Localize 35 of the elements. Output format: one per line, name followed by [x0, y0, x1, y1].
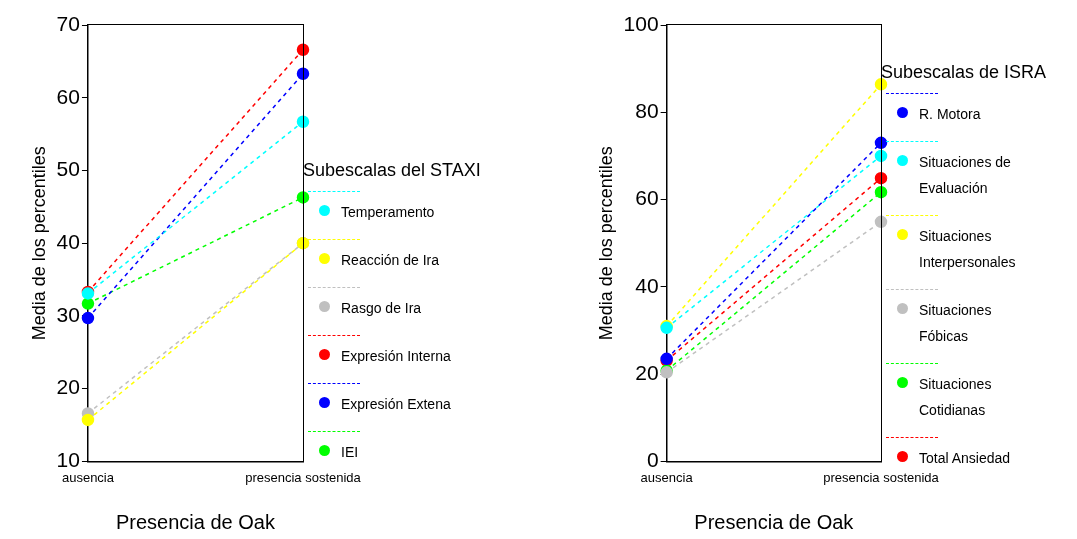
x-axis-title: Presencia de Oak — [115, 510, 276, 533]
y-tick-label: 70 — [56, 11, 80, 35]
x-tick-label: presencia sostenida — [823, 469, 940, 485]
y-tick-label: 60 — [635, 186, 659, 210]
legend-label: IEI — [341, 444, 359, 460]
y-axis-title: Media de los percentiles — [28, 146, 49, 341]
legend-title: Subescalas de ISRA — [881, 62, 1047, 83]
legend-label: Situaciones Cotidianas — [919, 376, 992, 418]
y-tick-label: 20 — [56, 375, 80, 399]
x-tick-label: presencia sostenida — [245, 469, 362, 485]
y-tick-label: 50 — [56, 157, 80, 181]
y-tick-label: 60 — [56, 84, 80, 108]
y-tick-label: 100 — [623, 11, 659, 35]
y-tick-label: 40 — [56, 230, 80, 253]
legend-label: Expresión Interna — [341, 348, 451, 364]
legend-label: Expresión Extena — [341, 396, 451, 412]
legend-label: Reacción de Ira — [341, 252, 440, 268]
legend-label: R. Motora — [919, 106, 981, 122]
y-tick-label: 10 — [56, 448, 80, 472]
x-axis-title: Presencia de Oak — [694, 510, 855, 533]
x-tick-label: ausencia — [61, 469, 115, 485]
y-tick-label: 20 — [635, 360, 659, 384]
legend-label: Situaciones Fóbicas — [919, 302, 992, 344]
x-tick-label: ausencia — [640, 469, 694, 485]
legend-label: Total Ansiedad — [919, 450, 1011, 466]
legend-label: Rasgo de Ira — [341, 300, 422, 316]
legend-label: Temperamento — [341, 204, 435, 220]
legend-title: Subescalas del STAXI — [303, 160, 482, 181]
y-tick-label: 0 — [646, 448, 659, 472]
y-tick-label: 40 — [635, 273, 659, 297]
legend-label: Situaciones de Evaluación — [919, 154, 1011, 196]
legend-label: Situaciones Interpersonales — [919, 228, 1016, 270]
y-tick-label: 30 — [56, 302, 80, 326]
y-tick-label: 80 — [635, 99, 659, 123]
y-axis-title: Media de los percentiles — [595, 146, 616, 341]
